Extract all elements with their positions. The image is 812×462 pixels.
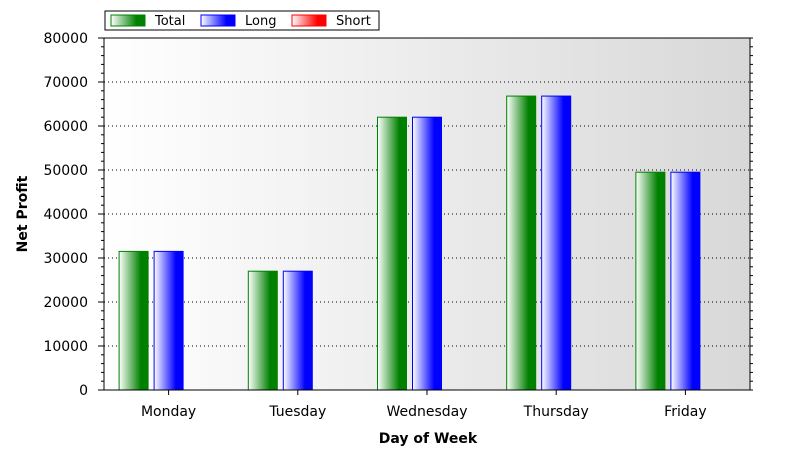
bar-total-monday — [118, 250, 149, 391]
x-tick-label: Tuesday — [268, 404, 326, 420]
y-tick-label: 30000 — [43, 251, 88, 267]
bar-total-thursday — [506, 95, 537, 391]
y-tick-label: 40000 — [43, 207, 88, 223]
bar-long-wednesday — [412, 116, 442, 391]
legend-swatch-total — [110, 14, 146, 27]
bar-total-friday — [635, 171, 666, 391]
y-tick-label: 70000 — [43, 75, 88, 91]
y-axis-title: Net Profit — [15, 175, 31, 252]
legend: Total Long Short — [104, 10, 380, 31]
bar-total-tuesday — [247, 270, 278, 391]
y-tick-label: 20000 — [43, 295, 88, 311]
x-tick-label: Wednesday — [386, 404, 467, 420]
legend-label-short: Short — [336, 14, 371, 29]
y-tick-label: 60000 — [43, 119, 88, 135]
legend-label-total: Total — [154, 14, 185, 29]
x-tick-label: Friday — [664, 404, 706, 420]
y-tick-label: 10000 — [43, 339, 88, 355]
bar-long-friday — [670, 171, 701, 391]
x-axis-title: Day of Week — [379, 431, 478, 447]
legend-swatch-short — [291, 14, 327, 27]
x-tick-label: Monday — [141, 404, 196, 420]
y-tick-label: 0 — [79, 383, 88, 399]
y-axis: 0 10000 20000 30000 40000 50000 60000 70000 8000… — [43, 31, 753, 399]
bar-long-tuesday — [282, 270, 313, 391]
legend-label-long: Long — [245, 14, 276, 29]
bar-total-wednesday — [377, 116, 407, 391]
bar-long-thursday — [541, 95, 572, 391]
bar-long-monday — [153, 250, 184, 391]
y-tick-label: 50000 — [43, 163, 88, 179]
x-tick-label: Thursday — [523, 404, 589, 420]
y-tick-label: 80000 — [43, 31, 88, 47]
x-axis: Monday Tuesday Wednesday Thursday Friday — [141, 390, 707, 420]
bars — [118, 95, 701, 391]
legend-swatch-long — [200, 14, 236, 27]
